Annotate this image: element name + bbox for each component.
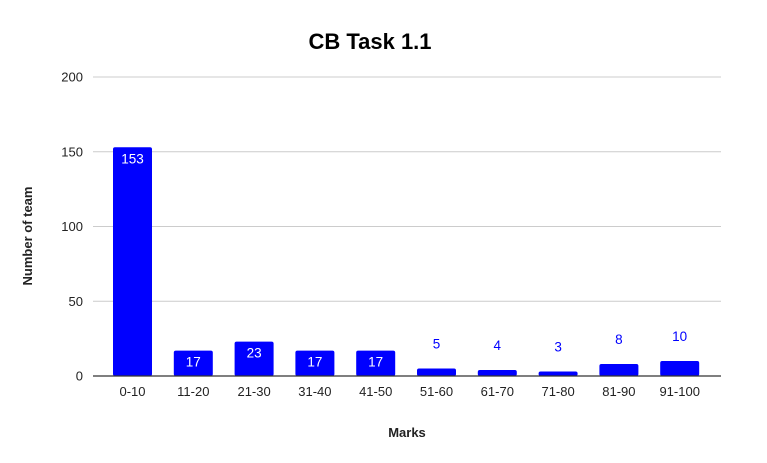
x-tick-label: 0-10	[119, 384, 145, 399]
y-tick-label: 200	[61, 70, 83, 85]
bar	[173, 350, 213, 376]
data-label: 4	[494, 338, 502, 353]
x-tick-label: 61-70	[481, 384, 514, 399]
gridlines	[93, 76, 721, 302]
bar	[356, 350, 396, 376]
y-tick-label: 0	[76, 369, 83, 384]
y-tick-label: 100	[61, 219, 83, 234]
data-label: 17	[307, 355, 322, 370]
bar	[538, 371, 578, 376]
x-tick-label: 91-100	[659, 384, 699, 399]
x-tick-label: 81-90	[602, 384, 635, 399]
bar	[113, 147, 152, 376]
x-axis-ticks: 0-10 11-20 21-30 31-40 41-50 51-60 61-70 71-80 8…	[119, 384, 699, 399]
x-axis-title: Marks	[388, 425, 426, 440]
data-label: 3	[554, 340, 562, 355]
data-labels: 153 17 23 17 17 5 4 3 8 10	[121, 151, 687, 369]
y-axis-ticks: 0 50 100 150 200	[61, 70, 83, 384]
y-axis-title: Number of team	[20, 187, 35, 286]
bar	[477, 370, 517, 376]
y-tick-label: 150	[61, 144, 83, 159]
x-tick-label: 11-20	[177, 384, 209, 399]
x-tick-label: 71-80	[541, 384, 574, 399]
data-label: 153	[121, 151, 144, 166]
y-tick-label: 50	[69, 294, 83, 309]
chart-title: CB Task 1.1	[308, 29, 431, 54]
data-label: 17	[186, 355, 201, 370]
x-tick-label: 21-30	[237, 384, 270, 399]
bar	[234, 341, 274, 376]
bar	[599, 364, 639, 376]
x-tick-label: 51-60	[420, 384, 453, 399]
x-tick-label: 31-40	[298, 384, 331, 399]
bar	[295, 350, 335, 376]
data-label: 23	[247, 346, 262, 361]
bar	[417, 368, 456, 376]
bars	[113, 147, 700, 376]
bar	[660, 361, 700, 376]
data-label: 8	[615, 332, 623, 347]
x-tick-label: 41-50	[359, 384, 392, 399]
data-label: 10	[672, 329, 687, 344]
data-label: 17	[368, 355, 383, 370]
data-label: 5	[433, 337, 441, 352]
